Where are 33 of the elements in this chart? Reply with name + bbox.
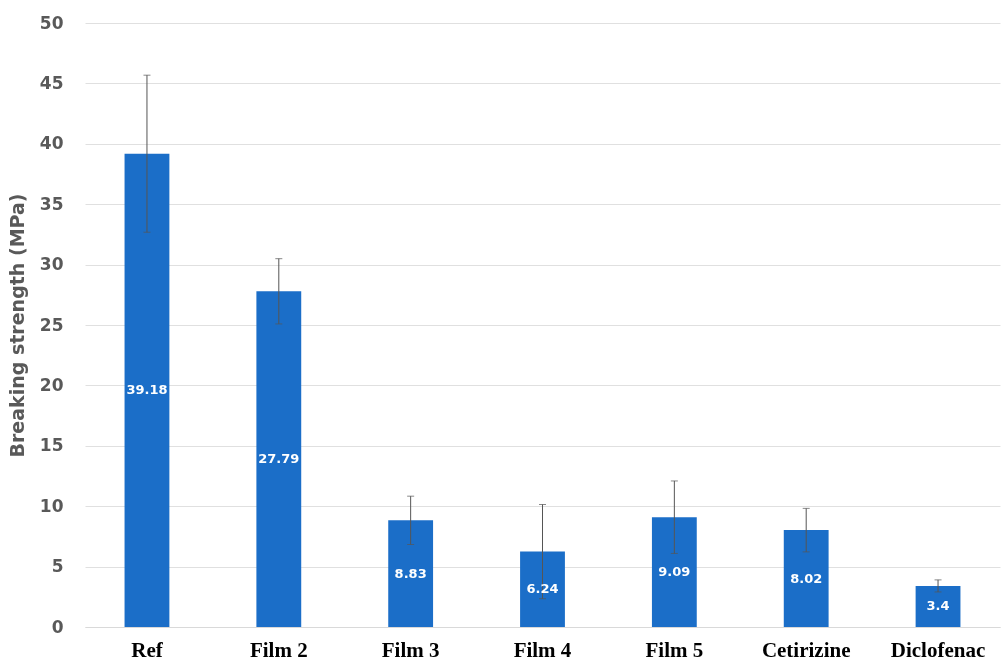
bar [124,153,170,627]
y-tick-label: 0 [51,616,64,637]
y-tick-label: 15 [39,435,64,456]
y-tick-label: 20 [39,374,64,395]
y-tick-label: 50 [39,12,64,33]
bar [783,530,829,627]
bar [388,520,434,627]
x-tick-label: Film 2 [249,637,308,662]
data-label: 8.83 [394,565,427,581]
y-tick-label: 25 [39,314,64,335]
y-tick-label: 5 [51,556,64,577]
bar [915,585,961,627]
x-tick-label: Diclofenac [890,637,986,662]
data-label: 39.18 [126,382,168,398]
bar [256,291,302,627]
bar [520,551,565,627]
data-label: 9.09 [658,564,691,580]
x-tick-label: Film 4 [513,637,572,662]
y-tick-label: 35 [39,193,64,214]
x-tick-label: Ref [131,637,164,662]
x-tick-label: Cetirizine [761,637,851,662]
x-tick-label: Film 5 [645,637,704,662]
y-axis-title: Breaking strength (MPa) [5,193,28,458]
y-tick-label: 45 [39,72,64,93]
data-label: 27.79 [258,451,300,467]
data-label: 6.24 [526,581,559,597]
data-label: 8.02 [790,570,823,586]
data-label: 3.4 [926,598,950,614]
y-tick-label: 30 [39,254,64,275]
y-tick-label: 40 [39,133,64,154]
y-tick-label: 10 [39,495,64,516]
bar [651,517,697,627]
x-tick-label: Film 3 [381,637,440,662]
